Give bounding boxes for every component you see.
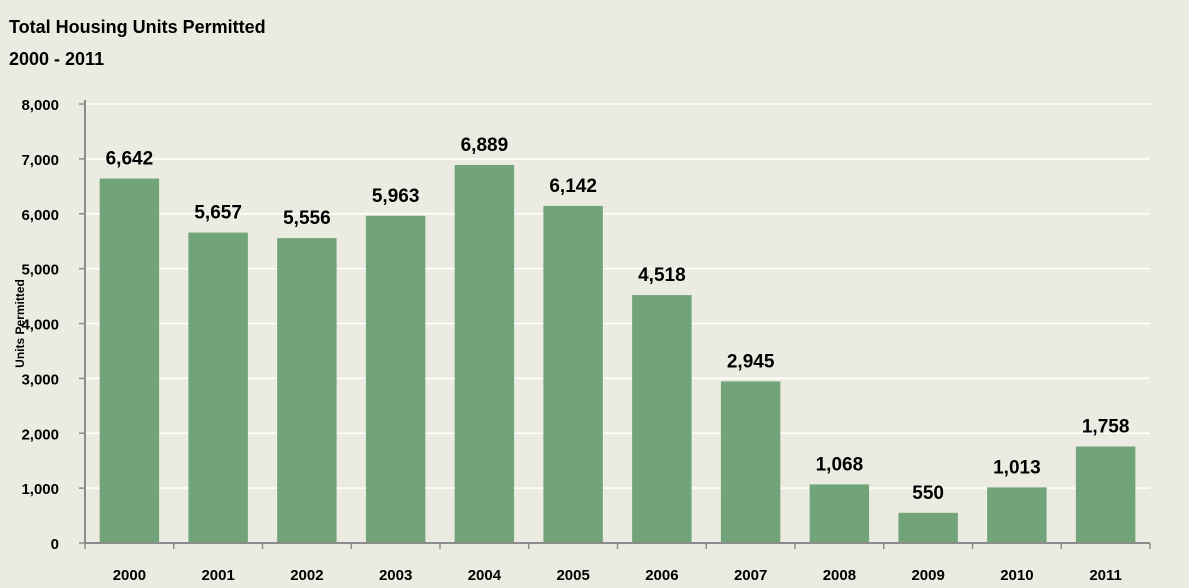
bar bbox=[277, 238, 337, 543]
y-tick-label: 6,000 bbox=[21, 207, 59, 224]
x-tick-label: 2006 bbox=[645, 567, 678, 584]
data-label: 5,556 bbox=[283, 208, 331, 229]
x-tick-label: 2010 bbox=[1000, 567, 1033, 584]
chart-subtitle: 2000 - 2011 bbox=[9, 49, 105, 69]
data-label: 5,657 bbox=[194, 203, 242, 224]
x-tick-label: 2004 bbox=[468, 567, 502, 584]
bar bbox=[188, 232, 248, 543]
data-label: 6,142 bbox=[549, 176, 597, 197]
x-tick-label: 2005 bbox=[556, 567, 589, 584]
x-tick-label: 2000 bbox=[113, 567, 146, 584]
y-tick-label: 5,000 bbox=[21, 262, 59, 279]
bar bbox=[898, 512, 958, 543]
data-label: 1,068 bbox=[816, 454, 864, 475]
bar bbox=[1075, 446, 1136, 543]
bar bbox=[365, 215, 426, 543]
x-tick-label: 2007 bbox=[734, 567, 767, 584]
data-label: 5,963 bbox=[372, 186, 420, 207]
y-tick-label: 0 bbox=[51, 536, 59, 553]
y-tick-label: 4,000 bbox=[21, 317, 59, 334]
x-tick-label: 2008 bbox=[823, 567, 856, 584]
y-tick-label: 7,000 bbox=[21, 152, 59, 169]
data-label: 1,013 bbox=[993, 457, 1041, 478]
bar bbox=[543, 205, 603, 543]
x-tick-label: 2011 bbox=[1089, 567, 1122, 584]
data-label: 550 bbox=[912, 483, 944, 504]
bar bbox=[99, 178, 160, 543]
x-tick-label: 2001 bbox=[201, 567, 234, 584]
bar bbox=[632, 295, 692, 543]
bar bbox=[809, 484, 870, 543]
chart-title: Total Housing Units Permitted bbox=[9, 17, 266, 37]
data-label: 6,642 bbox=[106, 149, 154, 170]
y-tick-label: 2,000 bbox=[21, 426, 59, 443]
y-tick-label: 1,000 bbox=[21, 481, 59, 498]
y-axis-title: Units Permitted bbox=[13, 279, 27, 368]
x-tick-label: 2009 bbox=[911, 567, 944, 584]
bar bbox=[987, 487, 1047, 543]
x-tick-label: 2003 bbox=[379, 567, 412, 584]
x-tick-label: 2002 bbox=[290, 567, 323, 584]
bar bbox=[720, 381, 781, 543]
bar bbox=[454, 164, 515, 543]
y-tick-label: 3,000 bbox=[21, 371, 59, 388]
y-tick-label: 8,000 bbox=[21, 97, 59, 114]
data-label: 2,945 bbox=[727, 351, 775, 372]
data-label: 1,758 bbox=[1082, 417, 1130, 438]
data-label: 4,518 bbox=[638, 265, 686, 286]
data-label: 6,889 bbox=[461, 135, 509, 156]
